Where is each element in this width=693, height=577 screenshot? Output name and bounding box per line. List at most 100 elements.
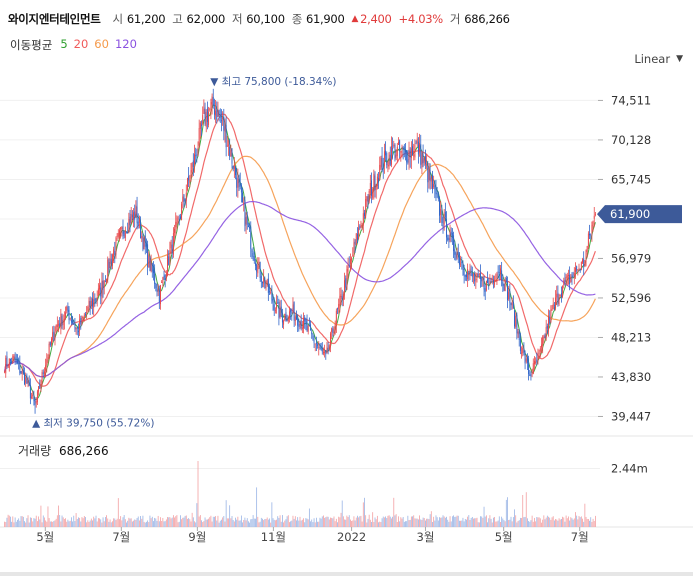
- bottom-scrollbar[interactable]: [0, 572, 693, 576]
- candle-body: [471, 272, 473, 277]
- scale-selector[interactable]: Linear ▼: [634, 52, 683, 66]
- candle-body: [157, 289, 159, 292]
- candle-body: [199, 122, 201, 129]
- candle-body: [247, 225, 249, 227]
- volume-bar: [214, 516, 215, 527]
- candle-body: [435, 188, 437, 195]
- candle-body: [95, 299, 97, 301]
- volume-bar: [485, 515, 487, 527]
- volume-bar: [126, 522, 127, 527]
- candle-body: [503, 284, 505, 291]
- volume-bar: [75, 513, 77, 527]
- moving-average-legend[interactable]: 이동평균 5 20 60 120: [10, 37, 137, 53]
- volume-bar: [151, 516, 153, 527]
- candle-body: [297, 317, 299, 326]
- candle-body: [298, 324, 300, 327]
- volume-bar: [53, 521, 55, 527]
- volume-bar: [40, 505, 42, 527]
- candle-body: [148, 254, 150, 268]
- volume-bar: [490, 518, 492, 527]
- candle-body: [339, 295, 341, 306]
- volume-bar: [319, 517, 321, 527]
- volume-bar: [208, 518, 209, 527]
- volume-bar: [332, 518, 334, 527]
- candle-body: [190, 170, 192, 179]
- candle-body: [580, 261, 582, 271]
- volume-bar: [56, 515, 58, 527]
- candle-body: [202, 115, 204, 125]
- volume-bar: [502, 518, 504, 527]
- candle-body: [236, 177, 238, 188]
- candle-body: [258, 262, 260, 265]
- candle-body: [144, 235, 146, 247]
- candle-body: [333, 332, 335, 334]
- volume-tick-label: 2.44m: [611, 461, 648, 475]
- candle-body: [304, 317, 306, 322]
- volume-bar: [542, 519, 544, 527]
- candle-body: [17, 359, 18, 364]
- candle-body: [131, 214, 133, 218]
- volume-bar: [398, 516, 399, 527]
- candle-body: [86, 312, 88, 314]
- volume-bar: [222, 517, 224, 527]
- volume-bar: [271, 502, 273, 527]
- volume-bar: [301, 519, 303, 527]
- volume-bar: [70, 517, 72, 527]
- candle-body: [209, 108, 211, 110]
- candle-body: [43, 371, 45, 374]
- candle-body: [456, 254, 458, 258]
- volume-bar: [531, 515, 533, 527]
- volume-bar: [44, 517, 45, 527]
- volume-bar: [408, 520, 410, 527]
- volume-bar: [308, 508, 310, 527]
- volume-bar: [491, 522, 493, 527]
- candle-body: [152, 269, 154, 274]
- candle-body: [405, 149, 406, 153]
- candle-body: [337, 308, 338, 310]
- candle-body: [535, 361, 537, 363]
- volume-bar: [467, 516, 469, 527]
- candle-body: [245, 217, 247, 225]
- volume-bar: [267, 519, 269, 527]
- candle-body: [299, 321, 301, 326]
- candle-body: [387, 165, 389, 167]
- candle-body: [40, 383, 42, 390]
- candle-body: [533, 361, 535, 365]
- candle-body: [124, 230, 126, 238]
- candle-body: [516, 314, 518, 334]
- volume-bar: [106, 515, 107, 527]
- candle-body: [517, 331, 519, 335]
- ma-5-label: 5: [60, 37, 68, 51]
- volume-bar: [221, 519, 222, 527]
- candle-body: [48, 343, 50, 360]
- volume-bar: [553, 520, 555, 527]
- volume-bar: [33, 518, 35, 527]
- volume-bar: [376, 515, 378, 527]
- volume-bar: [334, 521, 336, 527]
- candle-body: [235, 166, 236, 176]
- candle-body: [431, 174, 433, 190]
- candle-body: [266, 280, 268, 285]
- candle-body: [305, 319, 307, 324]
- change-value: 2,400: [360, 12, 392, 26]
- volume-bar: [476, 517, 478, 527]
- candle-body: [324, 351, 326, 354]
- candle-body: [276, 302, 278, 309]
- candle-body: [389, 154, 391, 165]
- candle-body: [253, 256, 255, 261]
- candle-body: [344, 280, 346, 293]
- candle-body: [9, 359, 11, 361]
- volume-bar: [380, 522, 382, 527]
- candle-body: [386, 153, 388, 166]
- candle-body: [25, 377, 27, 383]
- volume-bar: [460, 520, 462, 527]
- volume-bar: [7, 514, 9, 527]
- candle-body: [68, 309, 70, 320]
- candle-body: [160, 285, 161, 305]
- y-tick-label: 65,745: [611, 172, 651, 186]
- volume-bar: [538, 517, 540, 527]
- candle-body: [417, 141, 419, 155]
- candle-body: [217, 110, 219, 117]
- volume-bar: [280, 521, 282, 527]
